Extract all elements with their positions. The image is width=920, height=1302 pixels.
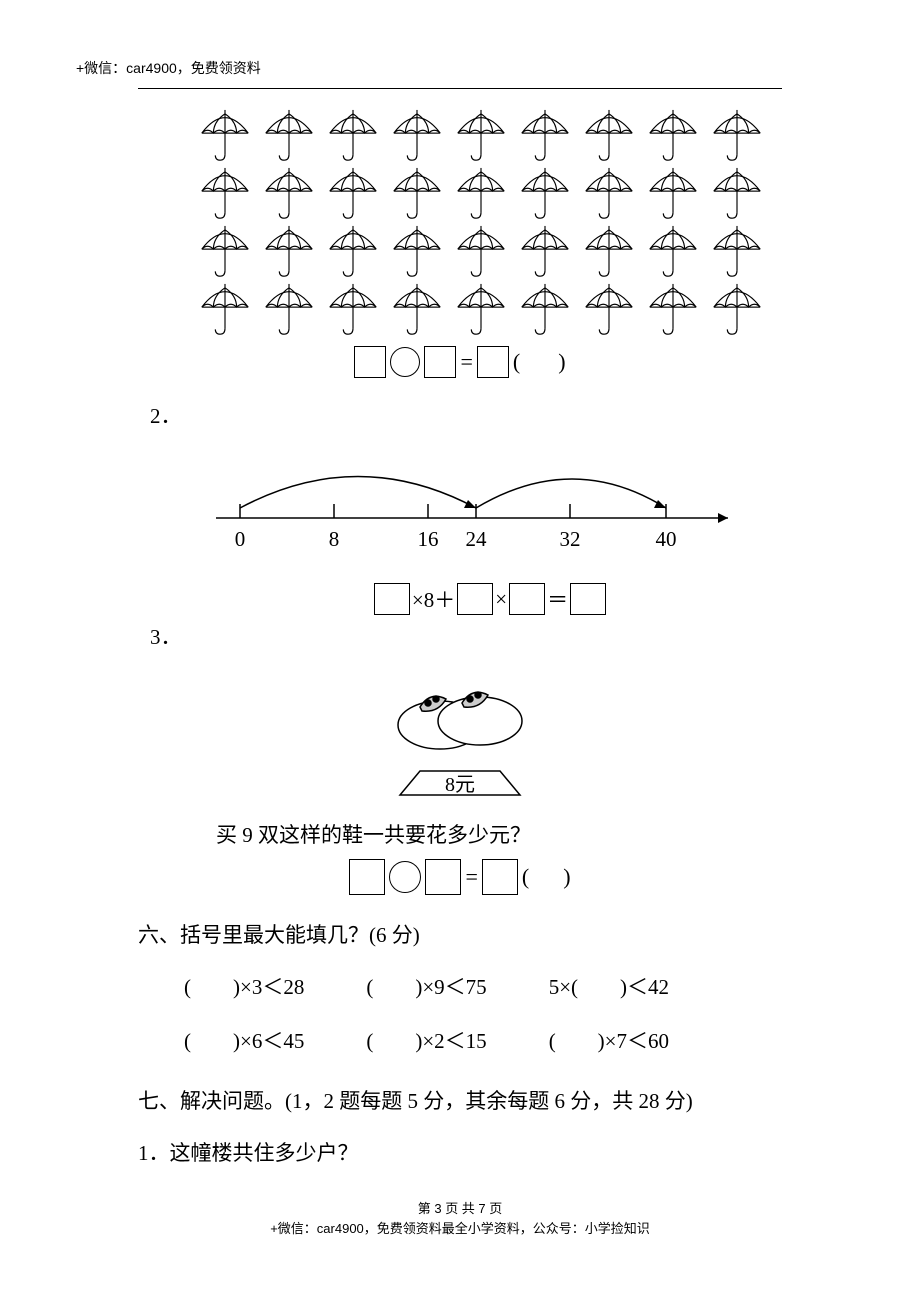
umbrella-icon [452, 166, 510, 224]
umbrella-row [196, 224, 782, 282]
tick-label: 24 [466, 527, 488, 551]
umbrella-icon [388, 166, 446, 224]
umbrella-icon [452, 224, 510, 282]
number-line-svg: 0 8 16 24 32 40 [198, 460, 738, 560]
umbrella-icon [196, 166, 254, 224]
umbrella-icon [516, 166, 574, 224]
umbrella-icon [388, 108, 446, 166]
umbrella-icon [324, 282, 382, 340]
umbrella-icon [516, 224, 574, 282]
fill-row-1: ( )×3＜28 ( )×9＜75 5×( )＜42 [184, 971, 782, 1001]
blank-box[interactable] [354, 346, 386, 378]
blank-box[interactable] [482, 859, 518, 895]
price-tag: 8元 [390, 765, 530, 801]
page-header: +微信：car4900，免费领资料 [76, 58, 261, 78]
price-label: 8元 [445, 774, 475, 796]
operator-circle[interactable] [389, 861, 421, 893]
footer-promo: +微信：car4900，免费领资料最全小学资料，公众号：小学捡知识 [0, 1219, 920, 1239]
umbrella-icon [580, 108, 638, 166]
equation-1: = ( ) [138, 346, 782, 378]
numberline-equation: ×8＋ × ＝ [198, 583, 782, 615]
umbrella-icon [260, 282, 318, 340]
eq-text: ＝ [547, 584, 568, 614]
umbrella-icon [260, 166, 318, 224]
umbrella-icon [324, 166, 382, 224]
fill-problem[interactable]: ( )×3＜28 [184, 971, 304, 1001]
section-7-title: 七、解决问题。(1，2 题每题 5 分，其余每题 6 分，共 28 分) [138, 1085, 782, 1115]
tick-label: 8 [329, 527, 340, 551]
tick-label: 0 [235, 527, 246, 551]
umbrella-icon [580, 166, 638, 224]
umbrella-icon [324, 108, 382, 166]
tick-label: 40 [656, 527, 677, 551]
equation-3: = ( ) [138, 859, 782, 895]
fill-problem[interactable]: 5×( )＜42 [549, 971, 669, 1001]
shoes-icon [380, 655, 540, 765]
fill-problem[interactable]: ( )×9＜75 [366, 971, 486, 1001]
question-3-label: 3． [150, 621, 782, 651]
number-line-diagram: 0 8 16 24 32 40 ×8＋ × ＝ [198, 460, 782, 615]
umbrella-icon [196, 108, 254, 166]
umbrella-icon [644, 282, 702, 340]
fill-problem[interactable]: ( )×6＜45 [184, 1025, 304, 1055]
fill-row-2: ( )×6＜45 ( )×2＜15 ( )×7＜60 [184, 1025, 782, 1055]
op-text: × [495, 587, 507, 612]
question-3-text: 买 9 双这样的鞋一共要花多少元？ [216, 819, 782, 849]
umbrella-icon [708, 108, 766, 166]
umbrella-icon [260, 108, 318, 166]
umbrella-icon [452, 108, 510, 166]
equals-sign: = [465, 864, 477, 890]
umbrella-icon [644, 224, 702, 282]
question-2-label: 2． [150, 400, 782, 430]
blank-box[interactable] [374, 583, 410, 615]
umbrella-icon [260, 224, 318, 282]
umbrella-icon [580, 224, 638, 282]
blank-box[interactable] [457, 583, 493, 615]
blank-box[interactable] [477, 346, 509, 378]
equals-sign: = [460, 349, 472, 375]
header-rule [138, 88, 782, 89]
paren-open: ( [513, 349, 520, 375]
umbrella-row [196, 108, 782, 166]
umbrella-icon [388, 224, 446, 282]
page-footer: 第 3 页 共 7 页 +微信：car4900，免费领资料最全小学资料，公众号：… [0, 1199, 920, 1238]
umbrella-icon [580, 282, 638, 340]
operator-circle[interactable] [390, 347, 420, 377]
section-6-title: 六、括号里最大能填几？(6 分) [138, 919, 782, 949]
blank-box[interactable] [349, 859, 385, 895]
umbrella-icon [196, 224, 254, 282]
umbrella-icon [708, 282, 766, 340]
umbrella-row [196, 166, 782, 224]
content-area: = ( ) 2． 0 8 16 24 32 [138, 108, 782, 1167]
umbrella-grid [196, 108, 782, 340]
umbrella-icon [708, 224, 766, 282]
umbrella-icon [324, 224, 382, 282]
shoes-figure: 8元 [138, 655, 782, 801]
blank-box[interactable] [424, 346, 456, 378]
umbrella-icon [644, 166, 702, 224]
umbrella-icon [196, 282, 254, 340]
umbrella-icon [708, 166, 766, 224]
fill-problem[interactable]: ( )×2＜15 [366, 1025, 486, 1055]
paren-close: ) [563, 864, 570, 890]
umbrella-icon [516, 108, 574, 166]
umbrella-icon [452, 282, 510, 340]
blank-box[interactable] [509, 583, 545, 615]
tick-label: 16 [418, 527, 439, 551]
umbrella-icon [644, 108, 702, 166]
umbrella-row [196, 282, 782, 340]
tick-label: 32 [560, 527, 581, 551]
fill-problem[interactable]: ( )×7＜60 [549, 1025, 669, 1055]
umbrella-icon [516, 282, 574, 340]
op-text: ×8＋ [412, 584, 455, 614]
blank-box[interactable] [425, 859, 461, 895]
footer-page-number: 第 3 页 共 7 页 [0, 1199, 920, 1219]
umbrella-icon [388, 282, 446, 340]
question-7-1: 1．这幢楼共住多少户？ [138, 1137, 782, 1167]
blank-box[interactable] [570, 583, 606, 615]
paren-close: ) [558, 349, 565, 375]
paren-open: ( [522, 864, 529, 890]
